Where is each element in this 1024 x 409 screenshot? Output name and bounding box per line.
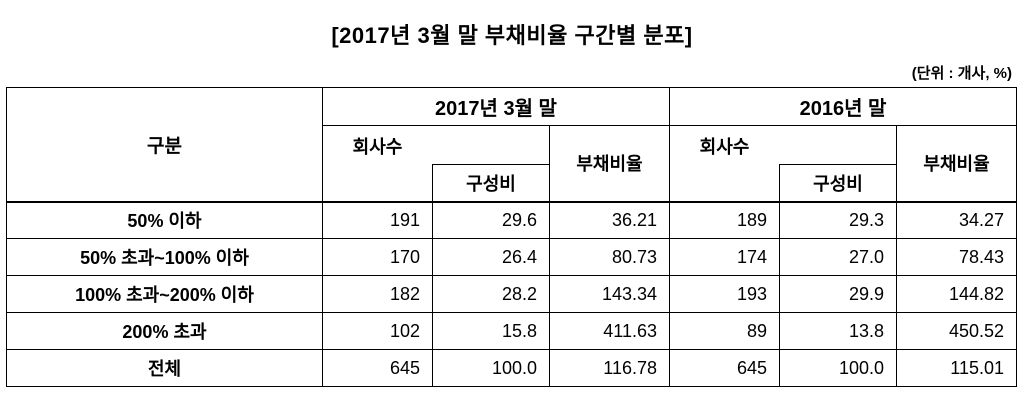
cell: 15.8 bbox=[432, 312, 550, 350]
cell: 144.82 bbox=[896, 275, 1018, 313]
header-companies-share-2017: 회사수 구성비 bbox=[322, 125, 550, 202]
cell: 78.43 bbox=[896, 238, 1018, 276]
cell: 189 bbox=[669, 200, 781, 239]
share-header-2017: 구성비 bbox=[432, 163, 549, 201]
cell: 170 bbox=[322, 238, 433, 276]
cell: 13.8 bbox=[779, 312, 898, 350]
cell: 191 bbox=[322, 200, 433, 239]
cell: 193 bbox=[669, 275, 781, 313]
page-title: [2017년 3월 말 부채비율 구간별 분포] bbox=[331, 23, 693, 48]
header-row-subcolumns: 회사수 구성비 부채비율 회사수 구성비 부채비율 bbox=[7, 125, 1018, 202]
row-label: 100% 초과~200% 이하 bbox=[6, 275, 323, 313]
row-label: 200% 초과 bbox=[6, 312, 323, 350]
header-companies-share-2016: 회사수 구성비 bbox=[669, 125, 898, 202]
cell: 29.3 bbox=[779, 200, 898, 239]
cell: 29.6 bbox=[432, 200, 550, 239]
cell: 115.01 bbox=[896, 349, 1018, 387]
cell: 174 bbox=[669, 238, 781, 276]
table-row-over-200: 200% 초과 102 15.8 411.63 89 13.8 450.52 bbox=[6, 312, 1018, 350]
debt-ratio-header-2017: 부채비율 bbox=[548, 125, 671, 202]
cell: 28.2 bbox=[432, 275, 550, 313]
column-header-category: 구분 bbox=[6, 87, 323, 202]
row-label: 50% 이하 bbox=[6, 200, 323, 239]
table-row-under-50: 50% 이하 191 29.6 36.21 189 29.3 34.27 bbox=[6, 200, 1018, 239]
table-row-50-to-100: 50% 초과~100% 이하 170 26.4 80.73 174 27.0 7… bbox=[6, 238, 1018, 276]
table-row-100-to-200: 100% 초과~200% 이하 182 28.2 143.34 193 29.9… bbox=[6, 275, 1018, 313]
row-label-total: 전체 bbox=[6, 349, 323, 387]
column-group-2017-march: 2017년 3월 말 bbox=[321, 87, 671, 126]
cell: 645 bbox=[669, 349, 781, 387]
cell: 645 bbox=[322, 349, 433, 387]
cell: 116.78 bbox=[548, 349, 671, 387]
cell: 36.21 bbox=[548, 200, 671, 239]
header-row-groups: 구분 2017년 3월 말 2016년 말 bbox=[6, 87, 1018, 202]
column-group-2016-end: 2016년 말 bbox=[669, 87, 1018, 126]
companies-header-2016: 회사수 bbox=[699, 136, 750, 157]
cell: 27.0 bbox=[779, 238, 898, 276]
cell: 450.52 bbox=[896, 312, 1018, 350]
row-label: 50% 초과~100% 이하 bbox=[6, 238, 323, 276]
cell: 89 bbox=[669, 312, 781, 350]
cell: 411.63 bbox=[548, 312, 671, 350]
cell: 100.0 bbox=[779, 349, 898, 387]
debt-ratio-header-2016: 부채비율 bbox=[896, 125, 1018, 202]
cell: 100.0 bbox=[432, 349, 550, 387]
share-header-2016: 구성비 bbox=[779, 163, 896, 201]
cell: 182 bbox=[322, 275, 433, 313]
table-row-total: 전체 645 100.0 116.78 645 100.0 115.01 bbox=[6, 349, 1018, 387]
debt-ratio-distribution-table: 구분 2017년 3월 말 2016년 말 회사수 구성비 부채비율 회사수 구… bbox=[6, 87, 1018, 387]
companies-header-2017: 회사수 bbox=[352, 136, 403, 157]
cell: 29.9 bbox=[779, 275, 898, 313]
cell: 143.34 bbox=[548, 275, 671, 313]
cell: 34.27 bbox=[896, 200, 1018, 239]
unit-note: (단위 : 개사, %) bbox=[911, 65, 1012, 82]
cell: 26.4 bbox=[432, 238, 550, 276]
cell: 80.73 bbox=[548, 238, 671, 276]
cell: 102 bbox=[322, 312, 433, 350]
